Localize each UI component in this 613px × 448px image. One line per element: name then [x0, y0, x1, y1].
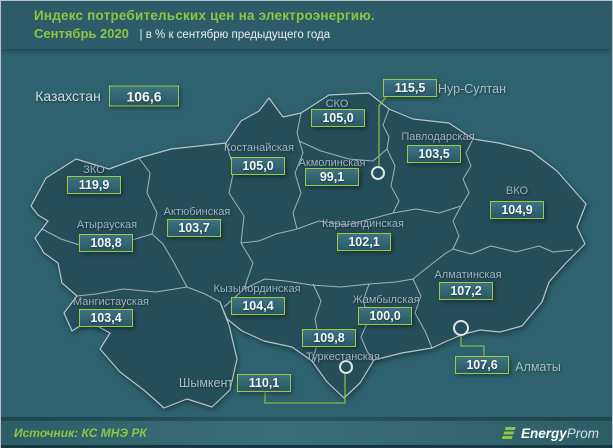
energyprom-logo: EnergyProm: [501, 426, 599, 441]
region-value-mangystau: 103,4: [79, 309, 133, 327]
region-border-line: [243, 278, 287, 290]
region-border-line: [151, 233, 188, 288]
city-value-shymkent: 110,1: [237, 374, 291, 392]
national-label: Казахстан: [35, 88, 101, 104]
region-border-line: [452, 245, 574, 255]
page-title: Индекс потребительских цен на электроэне…: [34, 8, 375, 23]
region-value-vko: 104,9: [490, 201, 544, 219]
region-label-atyrau: Атырауская: [76, 219, 138, 231]
region-value-almaty-region: 107,2: [439, 282, 493, 300]
region-border-line: [76, 286, 188, 297]
region-value-zko: 119,9: [67, 176, 121, 194]
subtitle-units: | в % к сентябрю предыдущего года: [139, 29, 331, 41]
region-label-mangystau: Мангистауская: [72, 296, 150, 308]
city-marker-almaty: [453, 320, 469, 336]
region-value-aktobe: 103,7: [167, 219, 221, 237]
region-value-akmola: 99,1: [305, 168, 359, 186]
region-value-karaganda: 102,1: [337, 233, 391, 251]
region-border-line: [296, 212, 394, 230]
subtitle-row: Сентябрь 2020 | в % к сентябрю предыдуще…: [34, 26, 612, 41]
region-border-line: [292, 112, 304, 230]
brand-text: EnergyProm: [521, 426, 599, 441]
region-value-pavlodar: 103,5: [407, 145, 461, 163]
footer: Источник: КС МНЭ РК EnergyProm: [1, 417, 612, 448]
region-border-line: [452, 205, 462, 250]
region-label-turkestan: Туркестанская: [306, 351, 380, 363]
region-label-zko: ЗКО: [83, 164, 105, 176]
region-label-pavlodar: Павлодарская: [401, 131, 475, 143]
region-value-atyrau: 108,8: [79, 234, 133, 252]
subtitle-period: Сентябрь 2020: [34, 26, 129, 41]
region-border-line: [392, 205, 462, 214]
region-border-line: [412, 278, 433, 349]
city-value-nur-sultan: 115,5: [383, 79, 437, 97]
region-label-aktobe: Актюбинская: [163, 206, 231, 218]
region-label-kostanay: Костанайская: [223, 142, 295, 154]
city-marker-nur-sultan: [371, 166, 385, 180]
region-border-line: [460, 138, 474, 207]
region-label-vko: ВКО: [505, 185, 529, 197]
city-label-shymkent: Шымкент: [178, 376, 234, 390]
region-value-turkestan: 109,8: [302, 329, 356, 347]
region-border-line: [240, 228, 298, 244]
region-border-line: [138, 157, 158, 235]
energyprom-icon: [501, 427, 516, 439]
region-value-kyzylorda: 104,4: [231, 297, 285, 315]
city-markers: [339, 166, 469, 374]
region-value-kostanay: 105,0: [231, 157, 285, 175]
city-value-almaty: 107,6: [455, 356, 509, 374]
region-label-karaganda: Карагандинская: [322, 218, 404, 230]
city-label-almaty: Алматы: [515, 360, 561, 374]
region-label-akmola: Акмолинская: [298, 157, 366, 169]
region-borders: [41, 108, 574, 362]
region-border-line: [285, 248, 454, 288]
city-marker-shymkent: [339, 360, 353, 374]
source-note: Источник: КС МНЭ РК: [14, 426, 147, 440]
national-value: 106,6: [109, 85, 179, 107]
region-value-sko: 105,0: [311, 109, 365, 127]
region-border-line: [360, 283, 374, 362]
region-value-zhambyl: 100,0: [358, 307, 412, 325]
region-border-line: [298, 140, 388, 162]
region-label-sko: СКО: [325, 98, 349, 110]
region-label-almaty-region: Алматинская: [434, 269, 502, 281]
region-border-line: [186, 286, 221, 303]
brand-text-bold: Energy: [520, 425, 567, 441]
connector-nur-sultan: [378, 96, 387, 166]
city-label-nur-sultan: Нур-Султан: [438, 82, 506, 96]
header: Индекс потребительских цен на электроэне…: [1, 1, 612, 49]
connector-shymkent: [264, 374, 346, 404]
region-label-kyzylorda: Кызылординская: [213, 283, 301, 295]
brand-text-light: Prom: [566, 425, 599, 441]
connector-almaty: [460, 335, 485, 357]
city-connectors: [264, 96, 485, 404]
region-label-zhambyl: Жамбылская: [352, 294, 420, 306]
region-border-line: [382, 108, 400, 214]
